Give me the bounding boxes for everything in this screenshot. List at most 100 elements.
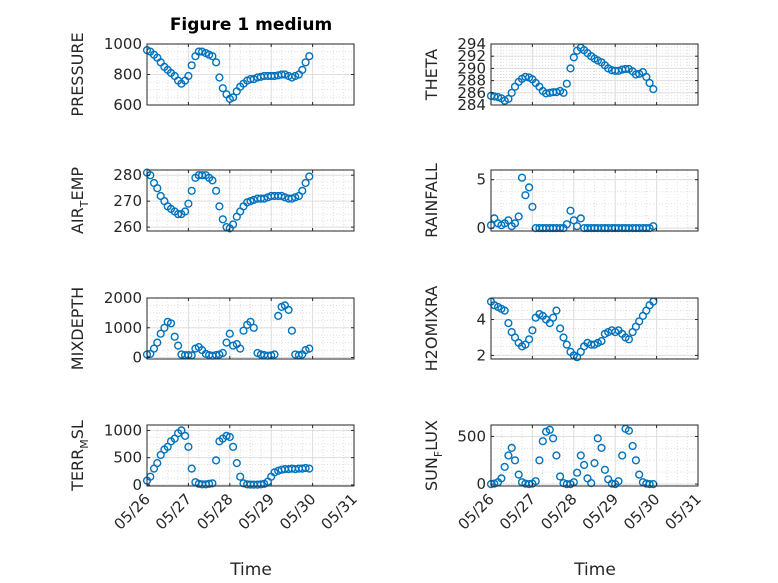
data-point: [614, 477, 623, 486]
data-point: [548, 313, 558, 322]
data-point: [212, 186, 221, 195]
data-point: [215, 73, 224, 82]
data-point: [642, 72, 651, 82]
data-point: [249, 74, 258, 84]
data-point: [510, 219, 520, 228]
data-point: [579, 460, 589, 470]
data-point: [618, 451, 627, 460]
data-point: [184, 71, 193, 81]
data-point: [531, 477, 540, 486]
data-point: [514, 470, 523, 479]
panel-rainfall: 0 5 RAINFALL: [422, 163, 699, 238]
y-tick-label: 2000: [104, 289, 142, 307]
data-point: [156, 450, 165, 460]
data-point: [507, 88, 516, 97]
data-point: [184, 442, 193, 451]
data-point: [160, 323, 169, 332]
y-tick-label: 4: [476, 311, 486, 329]
data-point: [229, 220, 238, 229]
data-point: [559, 88, 568, 97]
y-tick-label: 290: [457, 59, 486, 77]
data-point: [225, 432, 234, 442]
x-axis-label-left: Time: [229, 560, 272, 580]
figure-title: Figure 1 medium: [170, 15, 332, 35]
y-tick-label: 0: [132, 476, 142, 494]
data-point: [208, 479, 217, 488]
data-point: [187, 186, 196, 195]
axes-box: [490, 43, 699, 106]
data-point: [597, 443, 606, 453]
y-tick-label: 500: [457, 427, 486, 445]
data-point: [218, 84, 227, 93]
data-point: [184, 199, 193, 208]
data-point: [645, 78, 654, 88]
y-tick-label: 0: [132, 349, 142, 367]
y-axis-label: RAINFALL: [422, 163, 441, 238]
data-point: [562, 79, 571, 88]
data-point: [507, 443, 516, 453]
y-tick-label: 0: [476, 475, 486, 493]
data-point: [166, 319, 176, 328]
y-tick-label: 294: [457, 35, 486, 53]
data-point: [212, 456, 221, 465]
y-tick-label: 500: [113, 449, 142, 467]
panel-pressure: 600 800 1000 PRESSURE: [68, 32, 355, 117]
data-point: [521, 72, 530, 82]
data-point: [631, 456, 641, 465]
axes-box: [490, 297, 699, 360]
data-point: [301, 463, 310, 473]
data-point: [514, 212, 523, 221]
data-point: [597, 337, 606, 346]
data-point: [229, 442, 238, 451]
data-point: [624, 426, 634, 435]
data-point: [521, 191, 530, 200]
panel-h2omixra: 2 4 H2OMIXRA: [422, 286, 699, 371]
data-point: [236, 472, 245, 481]
data-point: [649, 84, 658, 94]
data-point: [305, 172, 314, 181]
data-point: [510, 456, 520, 465]
data-point: [504, 94, 513, 104]
data-point: [291, 71, 300, 81]
data-point: [153, 338, 162, 347]
data-point: [552, 306, 561, 315]
data-point: [153, 184, 162, 193]
data-point: [170, 332, 179, 341]
data-point: [569, 53, 578, 62]
axes-box: [146, 297, 355, 360]
data-point: [562, 220, 571, 229]
data-point: [236, 344, 245, 353]
data-point: [517, 173, 527, 182]
data-point: [174, 210, 183, 219]
data-point: [287, 326, 297, 335]
data-point: [291, 193, 300, 202]
data-point: [212, 58, 221, 67]
y-axis-label: AIRTEMP: [68, 167, 91, 234]
y-tick-label: 288: [457, 72, 486, 90]
axes-box: [490, 169, 699, 232]
data-point: [624, 335, 634, 344]
y-tick-label: 1000: [104, 319, 142, 337]
data-point: [260, 194, 269, 203]
data-point: [600, 465, 610, 474]
data-point: [504, 451, 513, 460]
data-point: [535, 456, 544, 465]
data-point: [280, 70, 290, 79]
data-point: [305, 464, 314, 473]
data-point: [566, 64, 575, 73]
data-point: [229, 341, 238, 350]
data-point: [181, 207, 190, 216]
y-tick-label: 5: [476, 171, 486, 189]
data-point: [174, 341, 183, 350]
data-point: [239, 326, 248, 335]
x-axis-label-right: Time: [573, 560, 616, 580]
data-point: [538, 437, 547, 446]
data-point: [270, 468, 279, 477]
data-point: [548, 434, 558, 443]
data-point: [576, 451, 585, 460]
y-tick-label: 270: [113, 192, 142, 210]
data-point: [305, 52, 314, 61]
y-tick-label: 280: [113, 166, 142, 184]
